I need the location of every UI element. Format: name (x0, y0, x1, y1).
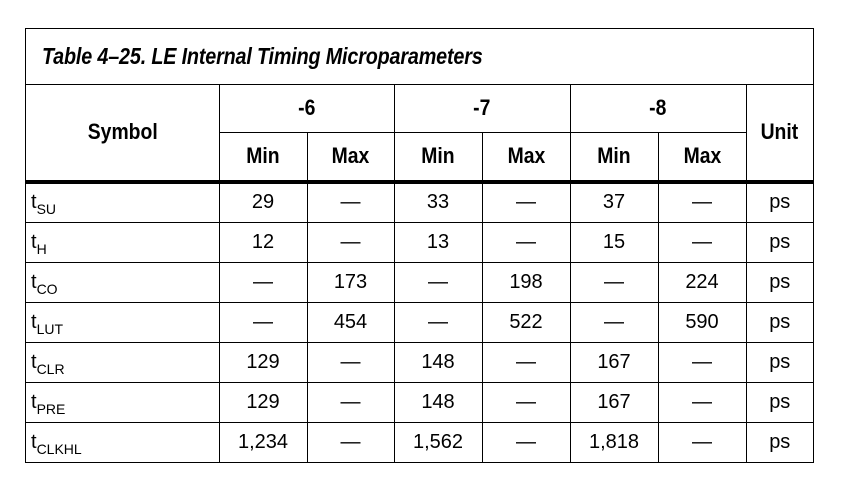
speed-grade-header: -7 (393, 84, 570, 133)
table-row: tLUT —454—522—590 ps (26, 302, 813, 343)
symbol-subscript: LUT (36, 320, 64, 337)
symbol-subscript: PRE (36, 400, 66, 417)
value-cell: — (481, 422, 570, 462)
unit-cell: ps (745, 382, 813, 423)
symbol-subscript: H (36, 240, 47, 257)
value-cell: 454 (306, 302, 394, 343)
symbol-subscript: CLR (36, 360, 65, 377)
value-cell: 15 (569, 222, 658, 263)
value-cell: 1,562 (393, 422, 482, 462)
max-header: Max (306, 132, 394, 184)
value-cell: 33 (393, 182, 482, 223)
speed-grade-header: -8 (569, 84, 746, 133)
unit-cell: ps (745, 262, 813, 303)
symbol-cell: tSU (26, 182, 219, 223)
unit-cell: ps (745, 302, 813, 343)
table-row: tCLKHL 1,234—1,562—1,818— ps (26, 422, 813, 462)
value-cell: 522 (481, 302, 570, 343)
value-cell: — (481, 222, 570, 263)
value-cell: 198 (481, 262, 570, 303)
value-cell: — (393, 302, 482, 343)
symbol-base: t (31, 350, 37, 373)
value-cell: 13 (393, 222, 482, 263)
table-row: tPRE 129—148—167— ps (26, 382, 813, 423)
speed-grade-header: -6 (218, 84, 394, 133)
symbol-base: t (31, 310, 37, 333)
value-cell: — (306, 342, 394, 383)
symbol-base: t (31, 390, 37, 413)
table-row: tCO —173—198—224 ps (26, 262, 813, 303)
unit-cell: ps (745, 222, 813, 263)
min-header: Min (569, 132, 658, 184)
value-cell: — (306, 422, 394, 462)
value-cell: — (657, 422, 746, 462)
symbol-cell: tPRE (26, 382, 219, 423)
table-row: tH 12—13—15— ps (26, 222, 813, 263)
symbol-subscript: CO (36, 280, 58, 297)
unit-header: Unit (745, 84, 813, 184)
value-cell: — (657, 222, 746, 263)
symbol-cell: tH (26, 222, 219, 263)
symbol-cell: tCLR (26, 342, 219, 383)
table-body: tSU 29—33—37— ps tH 12—13—15— ps tCO —173—198—2… (26, 182, 813, 462)
max-header: Max (481, 132, 570, 184)
symbol-base: t (31, 230, 37, 253)
symbol-header: Symbol (26, 84, 219, 184)
value-cell: — (569, 262, 658, 303)
unit-cell: ps (745, 182, 813, 223)
symbol-base: t (31, 191, 37, 214)
symbol-cell: tCO (26, 262, 219, 303)
value-cell: — (481, 342, 570, 383)
symbol-subscript: CLKHL (36, 440, 82, 457)
table-row: tCLR 129—148—167— ps (26, 342, 813, 383)
timing-table-frame: Table 4–25. LE Internal Timing Micropara… (25, 28, 814, 463)
value-cell: — (657, 182, 746, 223)
min-header: Min (393, 132, 482, 184)
value-cell: — (657, 382, 746, 423)
value-cell: 173 (306, 262, 394, 303)
symbol-base: t (31, 430, 37, 453)
unit-cell: ps (745, 342, 813, 383)
timing-table: Table 4–25. LE Internal Timing Micropara… (26, 29, 813, 462)
value-cell: — (481, 382, 570, 423)
value-cell: 590 (657, 302, 746, 343)
value-cell: — (218, 262, 307, 303)
value-cell: — (306, 382, 394, 423)
symbol-cell: tCLKHL (26, 422, 219, 462)
value-cell: — (393, 262, 482, 303)
value-cell: — (657, 342, 746, 383)
value-cell: 129 (218, 342, 307, 383)
value-cell: 129 (218, 382, 307, 423)
value-cell: 167 (569, 382, 658, 423)
table-title: Table 4–25. LE Internal Timing Micropara… (26, 29, 813, 85)
symbol-cell: tLUT (26, 302, 219, 343)
value-cell: 37 (569, 182, 658, 223)
value-cell: — (218, 302, 307, 343)
value-cell: 29 (218, 182, 307, 223)
value-cell: — (481, 182, 570, 223)
value-cell: — (306, 182, 394, 223)
value-cell: 167 (569, 342, 658, 383)
table-row: tSU 29—33—37— ps (26, 182, 813, 223)
symbol-base: t (31, 270, 37, 293)
max-header: Max (657, 132, 746, 184)
value-cell: — (569, 302, 658, 343)
value-cell: 1,818 (569, 422, 658, 462)
value-cell: 148 (393, 342, 482, 383)
value-cell: 12 (218, 222, 307, 263)
value-cell: — (306, 222, 394, 263)
min-header: Min (218, 132, 307, 184)
value-cell: 1,234 (218, 422, 307, 462)
symbol-subscript: SU (36, 201, 57, 218)
unit-cell: ps (745, 422, 813, 462)
value-cell: 148 (393, 382, 482, 423)
value-cell: 224 (657, 262, 746, 303)
